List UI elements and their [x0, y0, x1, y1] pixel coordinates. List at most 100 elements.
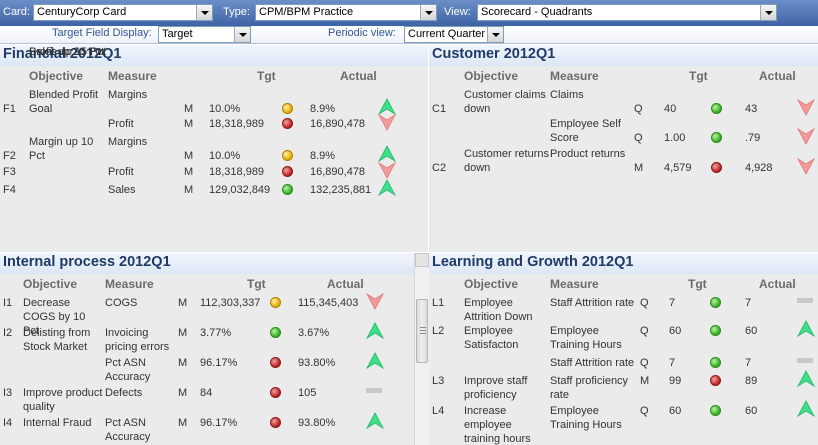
target-cell: 10.0%	[209, 150, 241, 162]
measure-cell[interactable]: COGS	[105, 297, 138, 309]
chevron-down-icon[interactable]	[420, 5, 436, 20]
chevron-down-icon[interactable]	[760, 5, 776, 20]
row-id: L3	[432, 375, 445, 387]
frequency-cell: M	[178, 417, 188, 429]
scrollbar-thumb[interactable]	[416, 299, 428, 363]
measure-cell[interactable]: Staff proficiency rate	[550, 375, 629, 401]
status-green-icon	[710, 357, 721, 368]
measure-cell[interactable]: Margins	[108, 89, 148, 101]
status-red-icon	[710, 375, 721, 386]
objective-cell[interactable]: Internal Fraud	[23, 417, 92, 429]
frequency-cell: Q	[640, 405, 649, 417]
quadrant-divider	[428, 45, 429, 445]
measure-cell[interactable]: Pct ASN Accuracy	[105, 417, 151, 443]
measure-cell[interactable]: Sales	[108, 184, 136, 196]
view-select[interactable]: Scorecard - Quadrants	[477, 4, 777, 21]
status-green-icon	[711, 132, 722, 143]
measure-cell[interactable]: Employee Self Score	[550, 118, 621, 144]
status-green-icon	[710, 325, 721, 336]
objective-cell[interactable]: Blended Profit Goal	[29, 89, 99, 115]
status-yellow-icon	[282, 103, 293, 114]
trend-up-icon	[365, 412, 385, 430]
measure-cell[interactable]: Staff Attrition rate	[550, 297, 635, 309]
status-red-icon	[282, 118, 293, 129]
chevron-down-icon[interactable]	[487, 27, 503, 42]
actual-cell: 89	[745, 375, 758, 387]
target-cell: 84	[200, 387, 213, 399]
target-cell: 7	[669, 357, 676, 369]
measure-cell[interactable]: Margins	[108, 136, 148, 148]
frequency-cell: Q	[640, 325, 649, 337]
row-id: C1	[432, 103, 447, 115]
measure-cell[interactable]: Profit	[108, 118, 134, 130]
measure-cell[interactable]: Staff Attrition rate	[550, 357, 635, 369]
objective-cell[interactable]: Sales up 15 Pct	[29, 46, 107, 58]
objective-cell[interactable]: Improve staff proficiency	[464, 375, 528, 401]
objective-cell[interactable]: Decrease COGS by 10 Pct	[23, 297, 86, 337]
quadrant-title: Customer 2012Q1	[432, 46, 556, 62]
chevron-down-icon[interactable]	[196, 5, 212, 20]
target-cell: 7	[669, 297, 676, 309]
periodic-view-select[interactable]: Current Quarter	[404, 26, 504, 43]
objective-cell[interactable]: Employee Attrition Down	[464, 297, 533, 323]
objective-cell[interactable]: Customer returns down	[464, 148, 549, 174]
type-select[interactable]: CPM/BPM Practice	[255, 4, 437, 21]
target-cell: 96.17%	[200, 357, 238, 369]
trend-up-icon	[377, 145, 397, 163]
view-label: View:	[444, 6, 471, 18]
objective-cell[interactable]: Increase employee training hours	[464, 405, 531, 445]
measure-cell[interactable]: Employee Training Hours	[550, 325, 622, 351]
measure-cell[interactable]: Product returns	[550, 148, 626, 160]
measure-cell[interactable]: Claims	[550, 89, 584, 101]
target-display-label: Target Field Display:	[52, 27, 152, 39]
frequency-cell: M	[178, 387, 188, 399]
chevron-down-icon[interactable]	[234, 27, 250, 42]
measure-cell[interactable]: Invoicing pricing errors	[105, 327, 170, 353]
scroll-up-button[interactable]	[415, 253, 429, 267]
col-header-measure: Measure	[105, 277, 154, 291]
objective-cell[interactable]: Customer claims down	[464, 89, 546, 115]
actual-cell: 132,235,881	[310, 184, 372, 196]
row-id: F2	[3, 150, 16, 162]
target-cell: 112,303,337	[200, 297, 261, 309]
col-header-measure: Measure	[550, 277, 599, 291]
trend-up-icon	[796, 320, 816, 338]
trend-flat-icon	[797, 358, 813, 363]
trend-down-icon	[377, 113, 397, 131]
status-red-icon	[711, 162, 722, 173]
quadrant-title-bar	[0, 253, 414, 274]
objective-cell[interactable]: Profit up 20 Pct	[29, 46, 105, 58]
card-select-value: CenturyCorp Card	[37, 6, 127, 18]
row-id: F3	[3, 166, 16, 178]
status-green-icon	[710, 297, 721, 308]
objective-cell[interactable]: Improve product quality	[23, 387, 103, 413]
col-header-objective: Objective	[23, 277, 78, 291]
row-id: C2	[432, 162, 447, 174]
vertical-scrollbar[interactable]	[414, 253, 429, 445]
row-id: L4	[432, 405, 445, 417]
measure-cell[interactable]: Employee Training Hours	[550, 405, 622, 431]
financial-quadrant: Financial 2012Q1 Objective Measure Tgt Actu…	[0, 45, 428, 252]
objective-cell[interactable]: Delisting from Stock Market	[23, 327, 91, 353]
actual-cell: 7	[745, 297, 752, 309]
measure-cell[interactable]: Defects	[105, 387, 143, 399]
quadrant-divider	[0, 252, 818, 253]
trend-down-icon	[365, 292, 385, 310]
trend-up-icon	[365, 322, 385, 340]
trend-down-icon	[796, 98, 816, 116]
card-select[interactable]: CenturyCorp Card	[33, 4, 213, 21]
measure-cell[interactable]: Pct ASN Accuracy	[105, 357, 151, 383]
quadrant-title-bar	[429, 45, 818, 66]
target-display-select[interactable]: Target	[158, 26, 251, 43]
learning-growth-quadrant: Learning and Growth 2012Q1 Objective Meas…	[429, 253, 818, 445]
objective-cell[interactable]: Margin up 10 Pct	[29, 136, 94, 162]
target-cell: 96.17%	[200, 417, 238, 429]
trend-up-icon	[796, 370, 816, 388]
objective-cell[interactable]: Employee Satisfacton	[464, 325, 519, 351]
status-red-icon	[282, 166, 293, 177]
measure-cell[interactable]: Profit	[108, 166, 134, 178]
col-header-tgt: Tgt	[688, 277, 707, 291]
col-header-actual: Actual	[759, 69, 796, 83]
trend-flat-icon	[366, 388, 382, 393]
target-display-value: Target	[162, 28, 193, 40]
